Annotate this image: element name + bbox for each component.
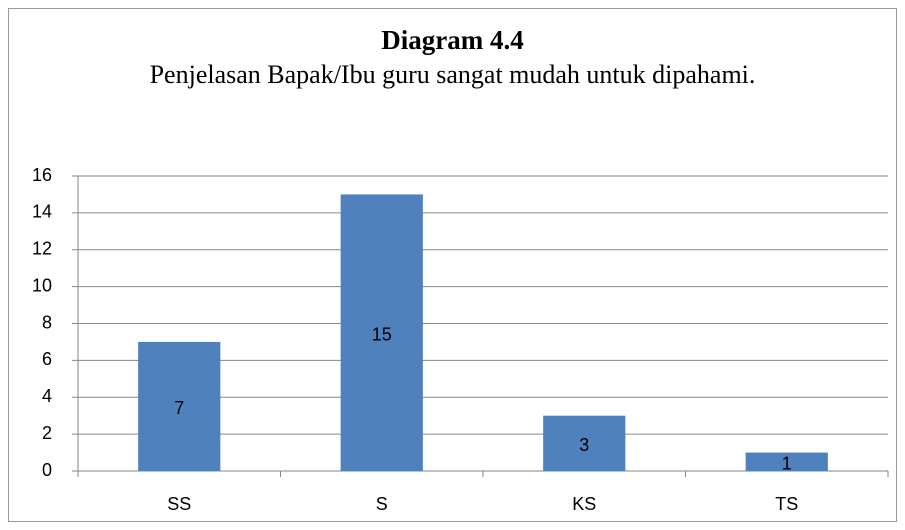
x-tick-label: KS xyxy=(572,494,596,514)
x-tick-label: TS xyxy=(775,494,798,514)
chart-subtitle: Penjelasan Bapak/Ibu guru sangat mudah u… xyxy=(149,60,756,89)
y-tick-label: 10 xyxy=(32,275,52,295)
bar xyxy=(745,452,828,471)
y-tick-label: 14 xyxy=(32,202,52,222)
bar xyxy=(138,341,221,471)
bar xyxy=(340,194,423,471)
bar xyxy=(543,415,626,471)
y-tick-label: 2 xyxy=(42,423,52,443)
header: Diagram 4.4 Penjelasan Bapak/Ibu guru sa… xyxy=(0,24,905,94)
y-tick-label: 4 xyxy=(42,386,52,406)
x-tick-label: S xyxy=(376,494,388,514)
data-label: 7 xyxy=(174,398,184,418)
chart-title: Diagram 4.4 xyxy=(381,25,524,55)
y-tick-label: 12 xyxy=(32,239,52,259)
y-tick-label: 0 xyxy=(42,460,52,480)
data-label: 1 xyxy=(782,454,792,474)
data-label: 15 xyxy=(372,324,392,344)
y-tick-label: 8 xyxy=(42,312,52,332)
y-tick-label: 16 xyxy=(32,165,52,185)
y-tick-label: 6 xyxy=(42,349,52,369)
data-label: 3 xyxy=(579,435,589,455)
x-tick-label: SS xyxy=(167,494,191,514)
